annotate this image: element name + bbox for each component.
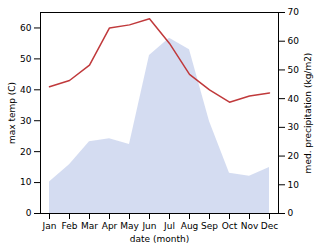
- svg-text:40: 40: [288, 94, 300, 104]
- svg-text:Jun: Jun: [141, 221, 156, 231]
- svg-text:50: 50: [20, 54, 32, 64]
- svg-text:Aug: Aug: [181, 221, 199, 231]
- svg-text:Feb: Feb: [62, 221, 78, 231]
- svg-text:60: 60: [288, 36, 300, 46]
- svg-text:max temp (C): max temp (C): [7, 82, 17, 144]
- svg-text:Dec: Dec: [261, 221, 278, 231]
- svg-text:May: May: [120, 221, 139, 231]
- svg-text:0: 0: [288, 208, 294, 218]
- svg-text:Mar: Mar: [81, 221, 98, 231]
- svg-text:30: 30: [20, 116, 32, 126]
- svg-text:70: 70: [288, 7, 300, 17]
- svg-text:Apr: Apr: [102, 221, 118, 231]
- svg-text:10: 10: [20, 177, 32, 187]
- svg-text:20: 20: [288, 151, 300, 161]
- svg-text:20: 20: [20, 147, 32, 157]
- svg-text:30: 30: [288, 122, 300, 132]
- svg-text:Jan: Jan: [42, 221, 57, 231]
- svg-text:60: 60: [20, 23, 32, 33]
- svg-text:med. precipitation (kg/m2): med. precipitation (kg/m2): [303, 53, 313, 174]
- svg-text:Nov: Nov: [241, 221, 259, 231]
- svg-text:40: 40: [20, 85, 32, 95]
- svg-text:10: 10: [288, 180, 300, 190]
- svg-text:date (month): date (month): [130, 234, 189, 244]
- svg-text:0: 0: [26, 208, 32, 218]
- svg-text:Sep: Sep: [201, 221, 218, 231]
- svg-text:Oct: Oct: [222, 221, 238, 231]
- svg-text:Jul: Jul: [163, 221, 175, 231]
- svg-text:50: 50: [288, 65, 300, 75]
